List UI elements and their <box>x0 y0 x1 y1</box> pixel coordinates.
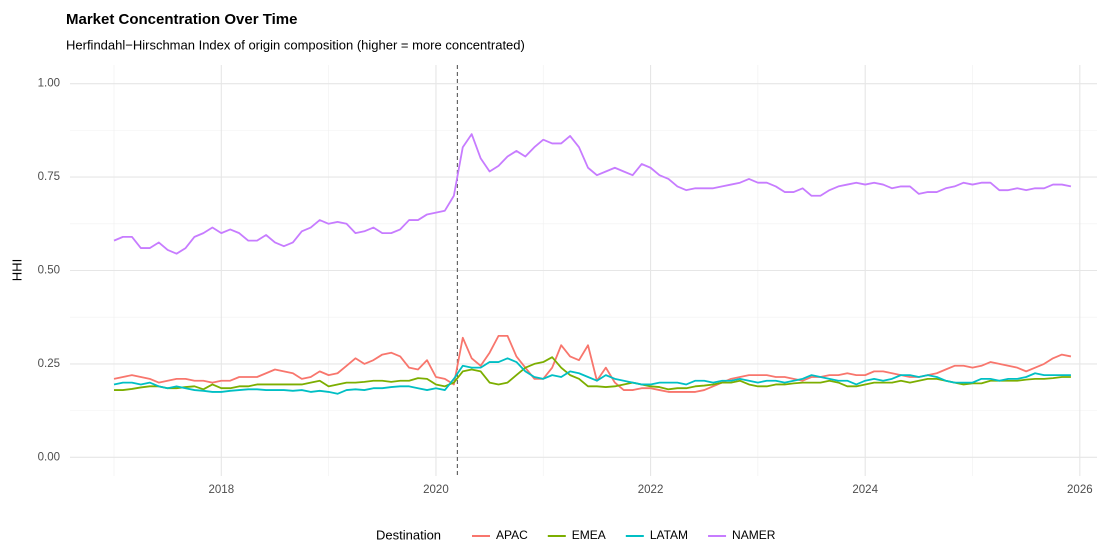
legend-label: LATAM <box>650 528 688 542</box>
chart-subtitle: Herfindahl−Hirschman Index of origin com… <box>66 37 525 52</box>
y-axis-title: HHI <box>9 259 24 281</box>
series-line <box>113 357 1071 395</box>
legend-label: EMEA <box>572 528 606 542</box>
x-tick-label: 2018 <box>209 484 235 496</box>
legend-label: NAMER <box>732 528 776 542</box>
y-tick-label: 1.00 <box>38 78 60 90</box>
y-tick-label: 0.75 <box>38 171 60 183</box>
chart-title: Market Concentration Over Time <box>66 11 297 28</box>
x-tick-label: 2020 <box>423 484 449 496</box>
y-tick-label: 0.50 <box>38 265 60 277</box>
x-tick-label: 2024 <box>852 484 878 496</box>
legend-label: APAC <box>496 528 528 542</box>
series-line <box>113 133 1072 255</box>
y-tick-label: 0.00 <box>38 451 60 463</box>
legend-title: Destination <box>376 527 441 542</box>
y-tick-label: 0.25 <box>38 358 60 370</box>
x-tick-label: 2026 <box>1067 484 1093 496</box>
x-tick-label: 2022 <box>638 484 664 496</box>
series-line <box>114 356 1071 391</box>
series-line <box>113 334 1072 393</box>
